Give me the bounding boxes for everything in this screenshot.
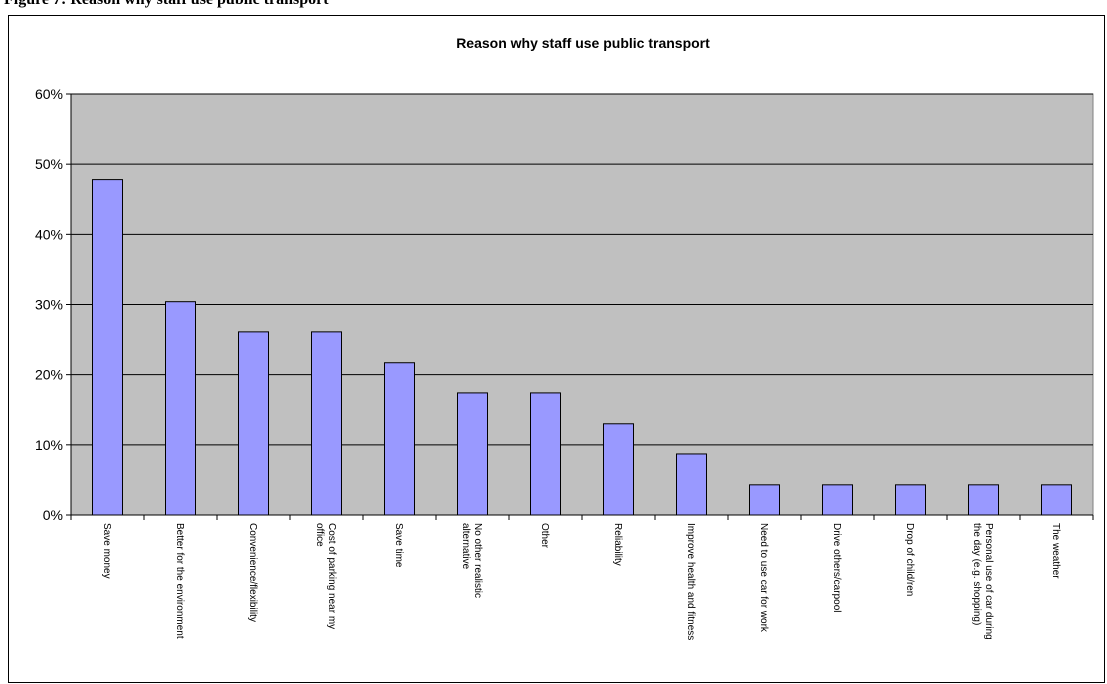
- x-tick-label: Better for the environment: [174, 523, 185, 639]
- y-tick-label: 0%: [43, 507, 63, 523]
- y-tick-label: 50%: [35, 156, 63, 172]
- bar: [968, 484, 999, 516]
- x-tick-label: Convenience/flexibility: [247, 523, 258, 622]
- x-tick-label: Improve health and fitness: [685, 523, 696, 640]
- bar: [311, 331, 342, 516]
- bar: [1041, 484, 1072, 516]
- bar: [676, 453, 707, 516]
- bar: [603, 423, 634, 516]
- bar: [384, 362, 415, 516]
- bar: [530, 392, 561, 516]
- x-tick-label: Other: [539, 523, 550, 549]
- bar: [165, 301, 196, 516]
- bar: [238, 331, 269, 516]
- y-tick-label: 60%: [35, 86, 63, 102]
- y-tick-label: 40%: [35, 226, 63, 242]
- x-tick-label: Need to use car for work: [758, 523, 769, 633]
- x-tick-label: Save time: [393, 523, 404, 568]
- x-tick-label: Drop of child/ren: [904, 523, 915, 596]
- x-tick-label: Reliability: [612, 523, 623, 566]
- x-tick-label: Personal use of car duringthe day (e.g. …: [971, 523, 994, 640]
- bar: [457, 392, 488, 516]
- y-tick-label: 10%: [35, 437, 63, 453]
- x-tick-label: Save money: [101, 523, 112, 579]
- x-tick-label: No other realisticalternative: [460, 523, 483, 598]
- bar: [822, 484, 853, 516]
- plot-area: 0% 10% 20% 30% 40% 50% 60% Save money Better for…: [35, 86, 1094, 640]
- x-tick-label: Drive others/carpool: [831, 523, 842, 612]
- bar: [895, 484, 926, 516]
- bar: [92, 179, 123, 516]
- chart-title: Reason why staff use public transport: [456, 35, 710, 51]
- y-tick-label: 30%: [35, 297, 63, 313]
- x-tick-label: Cost of parking near myoffice: [314, 523, 337, 629]
- y-tick-label: 20%: [35, 367, 63, 383]
- bar: [749, 484, 780, 516]
- x-tick-label: The weather: [1050, 523, 1061, 579]
- figure-caption: Figure 7: Reason why staff use public tr…: [4, 0, 329, 9]
